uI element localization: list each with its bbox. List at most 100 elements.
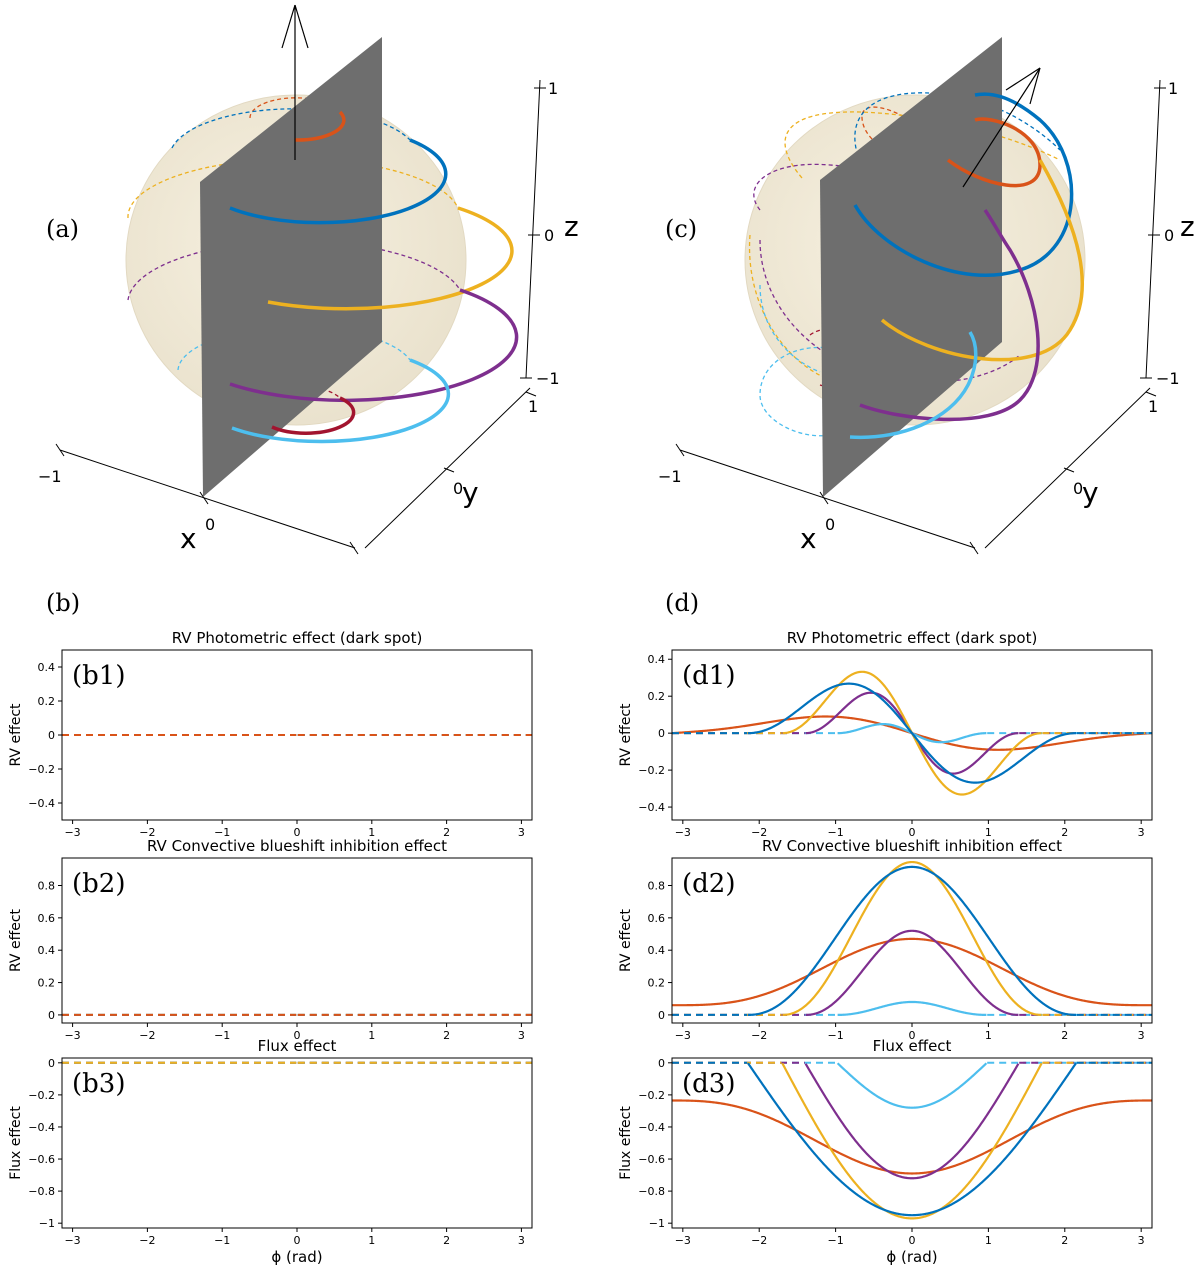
rotation-axis-arrow-a: [281, 4, 309, 160]
y-tick-label-b3: −0.8: [28, 1185, 55, 1198]
y-tick-label-b3: −0.2: [28, 1089, 55, 1102]
y-tick-label-d3: −0.6: [638, 1153, 665, 1166]
panel-label-b: (b): [46, 589, 80, 617]
x-tick-label-b1: 1: [368, 826, 375, 839]
y-tick-label-b2: 0: [48, 1009, 55, 1022]
y-tick-label-b1: 0.4: [38, 661, 56, 674]
z-tick-a-1: 1: [548, 79, 558, 98]
series-group-d1: [672, 670, 1152, 796]
y-tick-label-b3: 0: [48, 1057, 55, 1070]
series-d1-blue: [747, 682, 1077, 784]
x-tick-a-neg1: −1: [38, 467, 62, 486]
x-tick-label-d3: 3: [1138, 1234, 1145, 1247]
x-tick-label-b2: 2: [443, 1029, 450, 1042]
y-tick-c-0: 0: [1073, 479, 1083, 498]
series-d2-purple: [805, 929, 1019, 1017]
z-axis-label-c: z: [1180, 210, 1195, 243]
y-tick-label-d2: 0: [658, 1009, 665, 1022]
x-tick-label-d3: −3: [675, 1234, 691, 1247]
chart-title-b1: RV Photometric effect (dark spot): [172, 629, 423, 647]
y-tick-label-b3: −0.6: [28, 1153, 55, 1166]
y-tick-label-d1: 0.4: [648, 653, 666, 666]
x-tick-label-d3: 0: [909, 1234, 916, 1247]
sub-label-d2: (d2): [682, 869, 735, 899]
x-axis-label-d3: ϕ (rad): [886, 1248, 937, 1266]
y-tick-label-b1: −0.2: [28, 763, 55, 776]
y-tick-label-d1: 0.2: [648, 690, 666, 703]
x-tick-label-b1: 3: [518, 826, 525, 839]
x-axis-label-b3: ϕ (rad): [271, 1248, 322, 1266]
sub-label-b2: (b2): [72, 869, 125, 899]
x-tick-label-d3: 2: [1061, 1234, 1068, 1247]
y-tick-label-d2: 0.8: [648, 880, 666, 893]
series-d3-orange: [672, 1099, 1152, 1175]
plot-frame-b2: [61, 857, 533, 1024]
y-axis-label-d2: RV effect: [618, 908, 634, 972]
chart-b1: −3 −2 −1 0 1 2 3 −0.4 −0.2 0 0.2 0.4 RV Photometric …: [8, 629, 533, 839]
x-tick-label-d1: 1: [985, 826, 992, 839]
z-tick-c-1: 1: [1168, 79, 1178, 98]
y-tick-label-d3: −0.2: [638, 1089, 665, 1102]
y-axis-label-d1: RV effect: [618, 703, 634, 767]
chart-d2: −3 −2 −1 0 1 2 3 0 0.2 0.4 0.6 0.8 RV Convective blu…: [618, 837, 1153, 1042]
panel-label-a: (a): [46, 215, 79, 243]
series-d2-blue: [748, 865, 1076, 1017]
chart-title-b3: Flux effect: [258, 1037, 337, 1055]
series-group-d3: [672, 1061, 1152, 1220]
x-tick-label-b3: 1: [368, 1234, 375, 1247]
x-tick-label-b3: 3: [518, 1234, 525, 1247]
y-tick-label-b1: 0.2: [38, 695, 56, 708]
z-axis-label-a: z: [564, 210, 579, 243]
x-tick-label-d2: 3: [1138, 1029, 1145, 1042]
z-tick-a-0: 0: [544, 226, 554, 245]
dashed-tracks-a: [127, 97, 461, 406]
series-d3-yellow: [781, 1062, 1043, 1220]
x-axis-label-a: x: [180, 522, 197, 555]
sky-plane-a: [200, 37, 382, 497]
x-tick-c-0: 0: [825, 515, 835, 534]
x-tick-label-b2: 3: [518, 1029, 525, 1042]
y-tick-label-d1: 0: [658, 727, 665, 740]
chart-title-d3: Flux effect: [873, 1037, 952, 1055]
chart-b2: −3 −2 −1 0 1 2 3 0 0.2 0.4 0.6 0.8 RV Convective blu…: [8, 837, 533, 1042]
x-tick-label-b2: −3: [64, 1029, 80, 1042]
chart-d3: −3 −2 −1 0 1 2 3 −1 −0.8 −0.6 −0.4 −0.2 0 Flux effect…: [618, 1037, 1153, 1266]
series-d3-light_blue: [836, 1062, 988, 1109]
x-tick-label-b1: −2: [139, 826, 155, 839]
plot-frame-b1: [61, 649, 533, 821]
x-tick-label-d1: 3: [1138, 826, 1145, 839]
y-axis-label-c: y: [1082, 476, 1099, 509]
sphere-panel-c: −1 0 x 0 1 y 1 0 −1 z (c): [658, 37, 1195, 555]
y-tick-label-d3: −0.8: [638, 1185, 665, 1198]
sub-label-d1: (d1): [682, 661, 735, 691]
x-tick-label-d3: −2: [751, 1234, 767, 1247]
x-tick-label-b1: 2: [443, 826, 450, 839]
sky-plane-c: [820, 37, 1002, 497]
y-tick-label-b3: −1: [39, 1217, 55, 1230]
plot-frame-d2: [671, 857, 1153, 1024]
sub-label-b1: (b1): [72, 661, 125, 691]
y-tick-label-d1: −0.4: [638, 801, 665, 814]
z-tick-a-neg1: −1: [536, 369, 560, 388]
x-tick-a-0: 0: [205, 515, 215, 534]
x-axis-label-c: x: [800, 522, 817, 555]
y-tick-label-b2: 0.2: [38, 977, 56, 990]
panel-label-d: (d): [665, 589, 699, 617]
series-d2-orange: [672, 937, 1152, 1007]
panel-label-c: (c): [665, 215, 697, 243]
y-tick-label-d1: −0.2: [638, 764, 665, 777]
solid-tracks-a: [229, 110, 519, 444]
y-axis-label-b3: Flux effect: [8, 1106, 24, 1180]
x-tick-label-b3: 0: [294, 1234, 301, 1247]
rotation-axis-arrow-c: [962, 67, 1041, 188]
x-tick-label-b2: 0: [294, 1029, 301, 1042]
x-tick-label-d2: 1: [985, 1029, 992, 1042]
z-tick-c-0: 0: [1164, 226, 1174, 245]
axes-3d-c: [675, 79, 1166, 555]
y-axis-label-b1: RV effect: [8, 703, 24, 767]
line-charts: −3 −2 −1 0 1 2 3 −0.4 −0.2 0 0.2 0.4 RV Photometric …: [8, 629, 1153, 1266]
y-tick-label-b2: 0.4: [38, 944, 56, 957]
y-tick-a-1: 1: [528, 397, 538, 416]
y-tick-label-d2: 0.4: [648, 944, 666, 957]
